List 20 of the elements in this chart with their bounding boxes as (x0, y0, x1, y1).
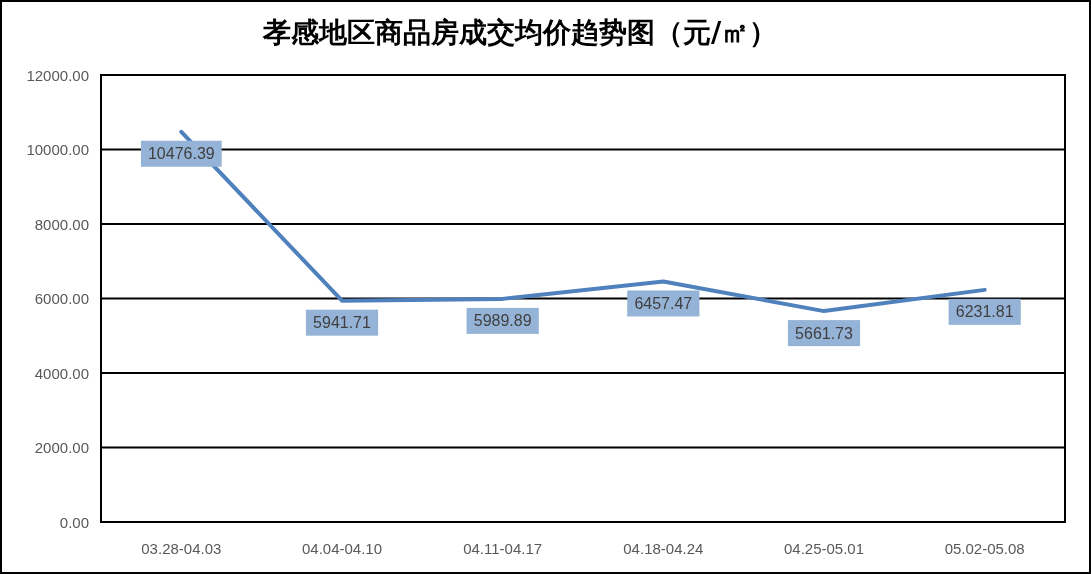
data-label: 5661.73 (795, 324, 854, 342)
data-label: 5941.71 (313, 314, 372, 332)
y-tick-label: 4000.00 (34, 364, 89, 382)
x-tick-label: 04.18-04.24 (623, 539, 704, 557)
y-tick-label: 0.00 (59, 513, 89, 531)
chart-title: 孝感地区商品房成交均价趋势图（元/㎡） (261, 16, 778, 49)
y-tick-label: 8000.00 (34, 215, 89, 233)
data-label: 10476.39 (147, 145, 215, 163)
y-tick-label: 2000.00 (34, 439, 89, 456)
x-tick-label: 05.02-05.08 (944, 539, 1025, 557)
x-tick-label: 03.28-04.03 (141, 539, 222, 557)
y-tick-label: 12000.00 (26, 66, 89, 84)
y-tick-label: 10000.00 (26, 141, 89, 158)
data-label: 6231.81 (955, 303, 1014, 321)
y-tick-label: 6000.00 (34, 290, 89, 307)
data-label: 6457.47 (634, 294, 693, 312)
x-tick-label: 04.25-05.01 (783, 539, 865, 557)
x-tick-label: 04.04-04.10 (301, 539, 383, 557)
data-label: 5989.89 (473, 312, 532, 330)
x-tick-label: 04.11-04.17 (463, 539, 543, 557)
